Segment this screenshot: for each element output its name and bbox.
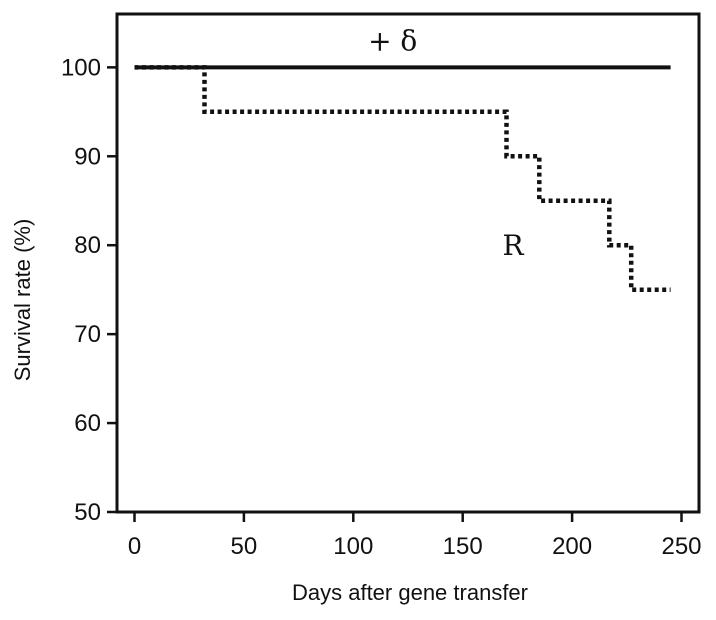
y-tick-label-60: 60 <box>74 410 101 437</box>
series-layer <box>134 65 671 292</box>
x-tick-label-150: 150 <box>443 533 483 560</box>
y-tick-label-90: 90 <box>74 143 101 170</box>
y-axis-title: Survival rate (%) <box>10 219 35 382</box>
plot-frame <box>115 12 701 514</box>
x-axis-ticks: 0 50 100 150 200 250 <box>128 512 702 560</box>
series-label-1: R <box>502 229 524 262</box>
series-line-r <box>134 65 671 292</box>
y-tick-label-80: 80 <box>74 232 101 259</box>
x-tick-label-250: 250 <box>661 533 701 560</box>
y-axis-ticks: 50 60 70 80 90 100 <box>61 54 117 526</box>
annotation-layer: + δ R <box>368 25 524 263</box>
y-tick-label-50: 50 <box>74 499 101 526</box>
x-tick-label-100: 100 <box>333 533 373 560</box>
y-tick-label-100: 100 <box>61 54 101 81</box>
y-tick-label-70: 70 <box>74 321 101 348</box>
x-tick-label-50: 50 <box>231 533 258 560</box>
x-tick-label-0: 0 <box>128 533 141 560</box>
series-label-0: + δ <box>368 25 417 58</box>
x-tick-label-200: 200 <box>552 533 592 560</box>
x-axis-title: Days after gene transfer <box>292 580 528 605</box>
